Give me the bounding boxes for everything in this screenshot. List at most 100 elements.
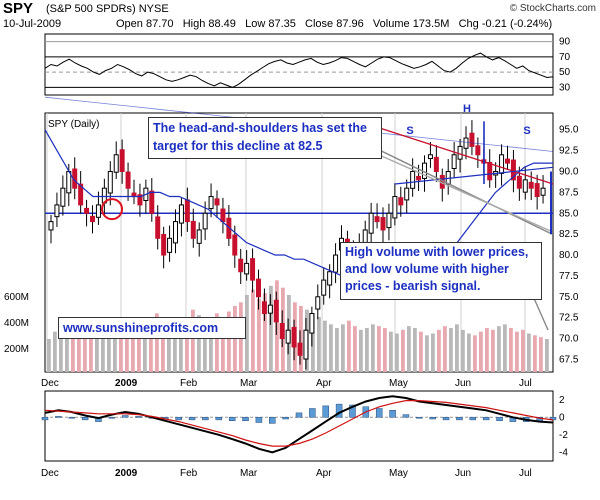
- pattern-label: S: [523, 125, 530, 137]
- arrow-line: [371, 145, 553, 235]
- candle-body: [469, 132, 475, 147]
- candle-body: [256, 278, 261, 298]
- macd-tick-label: -2: [559, 430, 568, 441]
- macd-histogram-bar: [135, 416, 142, 418]
- candle-body: [190, 220, 196, 239]
- candle-body: [161, 233, 167, 256]
- x-axis-label: May: [389, 378, 408, 389]
- candle-body: [54, 204, 60, 218]
- candle-body: [173, 221, 178, 244]
- candle-body: [457, 145, 463, 160]
- candle-body: [309, 313, 315, 334]
- volume-bar: [251, 289, 255, 372]
- x-axis-label: Feb: [180, 378, 198, 389]
- macd-x-axis-label: Apr: [316, 468, 332, 479]
- change-label: Chg: [458, 18, 479, 30]
- volume-bar: [107, 324, 111, 372]
- volume-bar: [149, 317, 153, 372]
- macd-histogram-bar: [416, 417, 423, 419]
- macd-histogram-bar: [469, 417, 477, 421]
- volume-bar: [143, 324, 147, 372]
- macd-histogram-bar: [121, 415, 129, 418]
- x-axis-label: Jun: [455, 378, 471, 389]
- volume-bar: [485, 328, 489, 372]
- candle-body: [232, 234, 238, 256]
- rsi-tick-label: 30: [559, 82, 571, 93]
- volume-bar: [95, 320, 99, 372]
- candle-body: [505, 158, 510, 164]
- candle-body: [433, 156, 439, 172]
- macd-histogram-bar: [255, 417, 263, 423]
- macd-x-axis-label: Feb: [180, 468, 198, 479]
- x-axis-label: 2009: [115, 378, 138, 389]
- price-tick-label: 82.5: [559, 229, 579, 240]
- volume-bar: [119, 322, 123, 372]
- rsi-panel: 90 70 50 30: [44, 33, 571, 96]
- candle-body: [184, 199, 190, 223]
- candle-body: [386, 212, 392, 229]
- candle-body: [125, 171, 131, 189]
- candle-body: [202, 212, 208, 230]
- volume-bar: [353, 326, 357, 372]
- candle-body: [60, 187, 66, 207]
- candle-body: [427, 154, 433, 160]
- volume-bar: [83, 329, 87, 372]
- exchange-label: NYSE: [138, 3, 169, 15]
- macd-histogram-bar: [496, 417, 503, 421]
- low-value: 87.35: [268, 18, 296, 30]
- pattern-label: S: [406, 125, 413, 137]
- volume-bar: [497, 326, 501, 372]
- macd-histogram-bar: [402, 414, 410, 418]
- macd-histogram-bar: [41, 417, 49, 421]
- volume-bar: [215, 313, 219, 372]
- volume-bar: [155, 313, 159, 372]
- candle-body: [220, 208, 226, 223]
- volume-bar: [437, 329, 441, 372]
- rsi-frame: [44, 33, 554, 96]
- candle-body: [291, 326, 297, 348]
- candle-body: [327, 271, 333, 286]
- volume-bar: [479, 331, 483, 372]
- volume-bar: [407, 326, 411, 372]
- volume-bar: [311, 313, 315, 372]
- macd-x-axis-label: Jun: [455, 468, 471, 479]
- volume-bar: [131, 328, 135, 372]
- macd-tick-label: 2: [559, 395, 565, 406]
- volume-value: 173.5M: [412, 18, 450, 30]
- volume-bar: [125, 326, 129, 372]
- volume-bar: [419, 331, 423, 372]
- rsi-tick-label: 70: [559, 52, 571, 63]
- macd-histogram-bar: [55, 416, 62, 418]
- high-value: 88.49: [208, 18, 236, 30]
- x-axis-label: Apr: [316, 378, 332, 389]
- candle-body: [285, 329, 291, 344]
- volume-bar: [167, 324, 171, 372]
- macd-histogram-bar: [269, 417, 276, 424]
- annotation-target-box: The head-and-shoulders has set the targe…: [148, 117, 382, 159]
- macd-histogram-bar: [309, 408, 316, 418]
- volume-bar: [413, 328, 417, 372]
- volume-bar: [383, 328, 387, 372]
- volume-bar: [425, 335, 429, 372]
- volume-bar: [227, 311, 231, 372]
- candle-body: [214, 198, 220, 206]
- price-tick-label: 92.5: [559, 146, 579, 157]
- macd-tick-label: -4: [559, 447, 568, 458]
- annotation-website-box: www.sunshineprofits.com: [58, 317, 246, 339]
- candle-body: [368, 212, 374, 234]
- macd-histogram-bar: [242, 417, 249, 421]
- volume-bar: [89, 326, 93, 372]
- volume-bar: [299, 306, 303, 372]
- macd-histogram-bar: [68, 417, 75, 419]
- rsi-line: [44, 52, 554, 88]
- rsi-tick-label: 90: [559, 37, 571, 48]
- volume-bar: [533, 335, 537, 372]
- candle-body: [155, 216, 161, 239]
- volume-bar: [461, 329, 465, 372]
- candle-body: [333, 254, 339, 273]
- close-label: Close: [305, 18, 334, 30]
- volume-label: Volume: [372, 18, 410, 30]
- volume-bar: [65, 324, 69, 372]
- candle-body: [410, 170, 416, 189]
- volume-bar: [221, 318, 225, 372]
